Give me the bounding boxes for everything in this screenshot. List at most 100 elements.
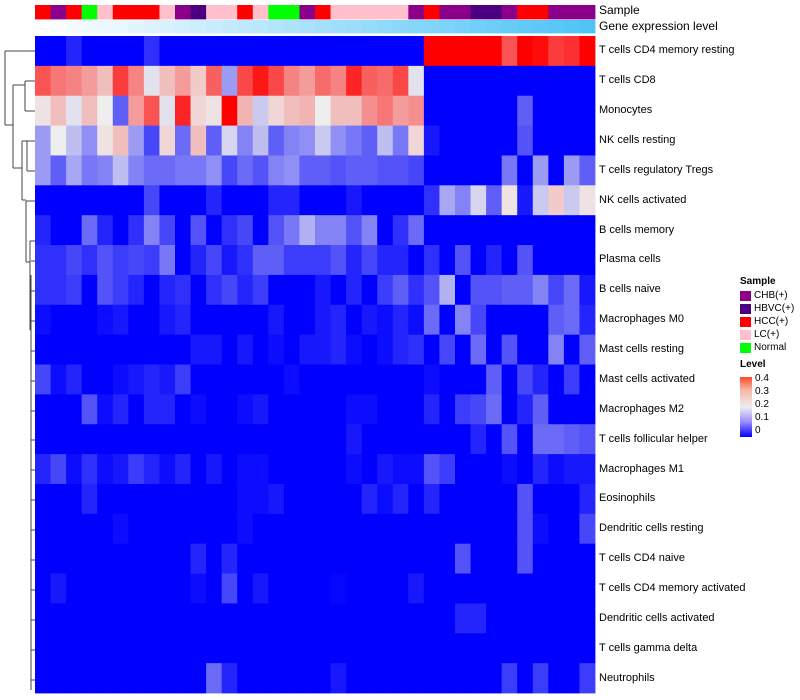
heatmap-cell: [423, 334, 440, 365]
heatmap-cell: [501, 364, 518, 395]
heatmap-cell: [268, 663, 285, 694]
heatmap-cell: [35, 394, 51, 425]
heatmap-cell: [283, 65, 300, 97]
heatmap-cell: [35, 454, 51, 485]
heatmap-cell: [517, 573, 534, 604]
heatmap-cell: [81, 125, 98, 156]
heatmap-cell: [548, 513, 565, 545]
heatmap-cell: [299, 245, 316, 276]
heatmap-cell: [377, 65, 394, 97]
gene-level-cell: [517, 20, 534, 34]
heatmap-cell: [252, 663, 269, 694]
heatmap-cell: [81, 543, 98, 574]
heatmap-cell: [237, 245, 254, 276]
heatmap-cell: [532, 95, 549, 126]
heatmap-cell: [190, 394, 207, 425]
heatmap-cell: [35, 125, 51, 156]
heatmap-cell: [143, 334, 160, 365]
heatmap-cell: [330, 424, 347, 455]
heatmap-cell: [470, 155, 487, 186]
heatmap-cell: [237, 424, 254, 455]
heatmap-cell: [283, 603, 300, 634]
heatmap-cell: [175, 603, 191, 634]
heatmap-cell: [315, 663, 331, 694]
heatmap-cell: [206, 334, 223, 365]
heatmap-cell: [50, 394, 67, 425]
heatmap-cell: [221, 185, 238, 216]
heatmap-cell: [206, 454, 223, 485]
heatmap-cell: [128, 245, 145, 276]
heatmap-cell: [377, 36, 394, 67]
row-label: Dendritic cells activated: [599, 611, 715, 624]
heatmap-cell: [486, 483, 503, 515]
heatmap-cell: [252, 95, 269, 126]
heatmap-cell: [237, 573, 254, 604]
heatmap-cell: [206, 215, 223, 246]
heatmap-cell: [455, 633, 471, 664]
sample-cell: [50, 5, 67, 20]
heatmap-cell: [268, 513, 285, 545]
heatmap-cell: [283, 185, 300, 216]
heatmap-cell: [50, 543, 67, 574]
heatmap-cell: [66, 603, 83, 634]
heatmap-cell: [455, 454, 471, 485]
heatmap-cell: [81, 513, 98, 545]
heatmap-cell: [66, 364, 83, 395]
heatmap-cell: [470, 573, 487, 604]
sample-cell: [423, 5, 440, 20]
heatmap-cell: [486, 633, 503, 664]
heatmap-cell: [97, 663, 114, 694]
heatmap-cell: [66, 36, 83, 67]
heatmap-cell: [377, 513, 394, 545]
heatmap-cell: [143, 483, 160, 515]
heatmap-cell: [66, 483, 83, 515]
heatmap-cell: [252, 215, 269, 246]
heatmap-cell: [377, 424, 394, 455]
heatmap-cell: [66, 454, 83, 485]
heatmap-cell: [66, 155, 83, 186]
heatmap-cell: [517, 364, 534, 395]
heatmap-cell: [81, 603, 98, 634]
heatmap-cell: [392, 125, 409, 156]
heatmap-cell: [221, 573, 238, 604]
heatmap-cell: [143, 543, 160, 574]
gene-level-cell: [143, 20, 160, 34]
heatmap-cell: [81, 364, 98, 395]
heatmap-cell: [221, 215, 238, 246]
heatmap-cell: [268, 125, 285, 156]
heatmap-cell: [330, 483, 347, 515]
heatmap-cell: [486, 36, 503, 67]
gene-level-cell: [408, 20, 425, 34]
heatmap-cell: [268, 394, 285, 425]
heatmap-cell: [532, 36, 549, 67]
heatmap-cell: [268, 364, 285, 395]
heatmap-cell: [190, 125, 207, 156]
heatmap-cell: [423, 304, 440, 336]
heatmap-cell: [315, 513, 331, 545]
heatmap-cell: [315, 245, 331, 276]
heatmap-cell: [283, 36, 300, 67]
heatmap-cell: [563, 125, 580, 156]
heatmap-cell: [128, 185, 145, 216]
heatmap-cell: [517, 215, 534, 246]
heatmap-cell: [517, 543, 534, 574]
heatmap-cell: [548, 543, 565, 574]
heatmap-cell: [532, 424, 549, 455]
row-label: T cells CD4 naive: [599, 552, 685, 565]
heatmap-cell: [97, 185, 114, 216]
heatmap-cell: [190, 633, 207, 664]
heatmap-cell: [330, 454, 347, 485]
sample-cell: [112, 5, 129, 20]
heatmap-cell: [315, 603, 331, 634]
gene-level-cell: [50, 20, 67, 34]
heatmap-cell: [159, 245, 176, 276]
heatmap-cell: [455, 274, 471, 306]
heatmap-cell: [252, 424, 269, 455]
heatmap-cell: [252, 543, 269, 574]
heatmap-cell: [159, 215, 176, 246]
heatmap-cell: [501, 95, 518, 126]
heatmap-cell: [206, 543, 223, 574]
heatmap-cell: [175, 663, 191, 694]
heatmap-cell: [252, 334, 269, 365]
heatmap-cell: [143, 245, 160, 276]
